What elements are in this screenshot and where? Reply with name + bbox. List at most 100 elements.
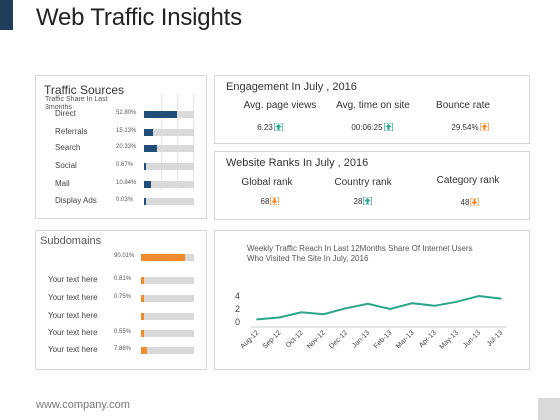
traffic-sources-subtitle: Traffic Share In Last 3months: [45, 96, 108, 111]
x-tick-label: Sep-12: [262, 329, 283, 350]
y-tick-label: 2: [235, 304, 240, 314]
avg-page-views-number: 6.23: [257, 123, 273, 132]
x-tick-label: Oct-12: [285, 329, 305, 349]
subdomains-title: Subdomains: [40, 235, 102, 247]
subdomain-percent: 0.81%: [114, 276, 132, 282]
traffic-data-point: [344, 307, 347, 310]
x-tick-label: Jun-13: [462, 329, 482, 349]
global-rank-label: Global rank: [241, 177, 293, 188]
traffic-source-bar-fill: [144, 129, 154, 136]
weekly-traffic-chart-panel: Weekly Traffic Reach In Last 12Months Sh…: [214, 230, 530, 370]
subdomain-bar-track: [141, 313, 194, 320]
subdomain-bar-fill: [141, 277, 144, 284]
subdomain-percent: 0.55%: [114, 329, 132, 335]
traffic-source-bar-fill: [144, 181, 151, 188]
traffic-source-bar-fill: [144, 111, 177, 118]
traffic-data-point: [367, 302, 369, 305]
avg-page-views-label: Avg. page views: [243, 100, 317, 111]
category-rank-value: 48: [415, 197, 525, 207]
bounce-rate-label: Bounce rate: [436, 100, 490, 111]
x-tick-label: May-13: [439, 329, 461, 351]
trend-down-icon: [270, 196, 280, 206]
traffic-source-bar-track: [144, 163, 194, 170]
corner-decoration: [538, 398, 560, 420]
grid-line: [193, 94, 194, 190]
subdomain-label: Your text here: [48, 275, 98, 284]
weekly-traffic-line-chart: 0 2 4 Aug-12 Sep-12 Oct-12 Nov-12 Dec-12 Jan-13 F…: [235, 291, 507, 351]
avg-time-on-site-label: Avg. time on site: [336, 100, 410, 111]
traffic-sources-panel: Traffic Sources Traffic Share In Last 3m…: [35, 75, 207, 219]
traffic-data-point: [389, 308, 391, 310]
x-tick-label: Jul-13: [486, 329, 505, 348]
ranks-title: Website Ranks In July , 2016: [226, 157, 369, 169]
traffic-source-bar-track: [144, 198, 194, 205]
traffic-sources-title: Traffic Sources: [44, 83, 125, 97]
bounce-rate-value: 29.54%: [415, 122, 525, 132]
x-tick-label: Apr-13: [418, 329, 438, 349]
traffic-source-percent: 0.67%: [116, 162, 134, 168]
subdomain-bar-fill: [141, 254, 186, 261]
traffic-source-bar-track: [144, 181, 194, 188]
traffic-source-row: Display Ads 0.03%: [55, 196, 225, 208]
trend-up-icon: [383, 122, 393, 132]
subdomain-row: Your text here 0.55%: [48, 328, 198, 340]
subdomain-bar-fill: [141, 313, 144, 320]
subdomain-bar-fill: [141, 347, 148, 354]
subdomain-row: Your text here: [48, 311, 198, 323]
subdomain-bar-track: [141, 330, 194, 337]
traffic-data-point: [256, 318, 258, 321]
subdomain-label: Your text here: [48, 345, 98, 354]
x-tick-label: Dec-12: [328, 329, 349, 350]
avg-page-views-value: 6.23: [215, 122, 325, 132]
traffic-source-bar-track: [144, 145, 194, 152]
engagement-title: Engagement In July , 2016: [226, 81, 357, 93]
trend-up-icon: [363, 196, 373, 206]
traffic-source-label: Display Ads: [55, 196, 97, 205]
traffic-source-label: Direct: [55, 109, 76, 118]
subdomain-row: Your text here 0.75%: [48, 293, 198, 305]
traffic-source-percent: 15.13%: [116, 128, 137, 134]
grid-line: [161, 94, 162, 190]
traffic-source-row: Referrals 15.13%: [55, 127, 225, 139]
traffic-data-point: [411, 302, 414, 305]
subdomain-bar-track: [141, 347, 194, 354]
traffic-data-point: [455, 300, 458, 303]
traffic-source-bar-fill: [144, 145, 157, 152]
x-tick-label: Mar-13: [395, 329, 416, 350]
y-tick-label: 4: [235, 291, 240, 301]
x-tick-label: Aug-12: [239, 329, 260, 350]
traffic-source-label: Referrals: [55, 127, 88, 136]
engagement-panel: Engagement In July , 2016 Avg. page view…: [214, 75, 530, 144]
avg-time-on-site-number: 00:06:25: [351, 123, 383, 132]
traffic-source-row: Search 20.33%: [55, 143, 225, 155]
subdomain-label: Your text here: [48, 328, 98, 337]
traffic-data-point: [477, 295, 480, 297]
subdomains-panel: Subdomains 90.01% Your text here 0.81% Your…: [35, 230, 207, 370]
country-rank-value: 28: [308, 196, 418, 206]
title-accent-bar: [0, 0, 13, 30]
website-ranks-panel: Website Ranks In July , 2016 Global rank…: [214, 151, 530, 220]
country-rank-number: 28: [353, 197, 363, 206]
traffic-source-bar-fill: [144, 198, 146, 205]
traffic-source-percent: 52.80%: [116, 110, 137, 116]
subdomain-label: Your text here: [48, 311, 98, 320]
grid-line: [177, 94, 178, 190]
subdomain-row: 90.01%: [48, 252, 198, 264]
traffic-data-point: [500, 297, 502, 300]
global-rank-value: 68: [215, 196, 325, 206]
footer-url: www.company.com: [36, 399, 130, 411]
trend-down-icon: [470, 197, 480, 207]
traffic-series-line: [256, 294, 502, 321]
subdomain-bar-track: [141, 295, 194, 302]
global-rank-number: 68: [260, 197, 270, 206]
traffic-data-point: [278, 316, 281, 319]
traffic-source-percent: 20.33%: [116, 144, 137, 150]
traffic-source-label: Search: [55, 143, 81, 152]
traffic-source-bar-fill: [144, 163, 146, 170]
subdomain-bar-track: [141, 277, 194, 284]
subdomain-percent: 0.75%: [114, 294, 132, 300]
category-rank-label: Category rank: [436, 175, 500, 186]
avg-time-on-site-value: 00:06:25: [317, 122, 427, 132]
traffic-source-percent: 10.84%: [116, 180, 137, 186]
page-title: Web Traffic Insights: [36, 4, 242, 31]
